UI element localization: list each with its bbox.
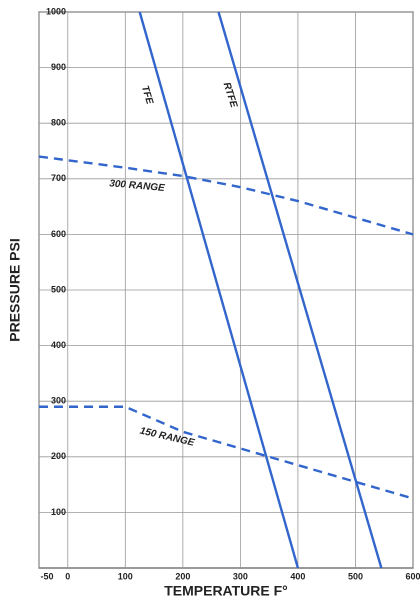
y-tick-label: 100 [51, 507, 66, 517]
y-tick-label: 400 [51, 340, 66, 350]
y-tick-label: 500 [51, 284, 66, 294]
x-tick-label: 0 [65, 571, 70, 581]
series-label: TFE [139, 84, 155, 106]
y-axis-title: PRESSURE PSI [7, 238, 23, 341]
x-tick-label: 600 [405, 571, 420, 581]
y-tick-label: 600 [51, 229, 66, 239]
series-label: 300 RANGE [109, 178, 166, 194]
y-tick-label: 300 [51, 396, 66, 406]
series-line [38, 155, 414, 236]
x-tick-label: 300 [233, 571, 248, 581]
x-tick-label: 100 [118, 571, 133, 581]
y-tick-label: 1000 [46, 6, 66, 16]
x-tick-label: 400 [290, 571, 305, 581]
x-tick-label: 500 [348, 571, 363, 581]
y-tick-label: 900 [51, 62, 66, 72]
y-tick-label: 200 [51, 451, 66, 461]
x-tick-label: 200 [175, 571, 190, 581]
x-tick-label: -50 [40, 571, 53, 581]
x-axis-title: TEMPERATURE F° [164, 583, 288, 599]
series-line [138, 11, 300, 569]
series-line [217, 11, 383, 569]
y-tick-label: 800 [51, 118, 66, 128]
y-tick-label: 700 [51, 173, 66, 183]
